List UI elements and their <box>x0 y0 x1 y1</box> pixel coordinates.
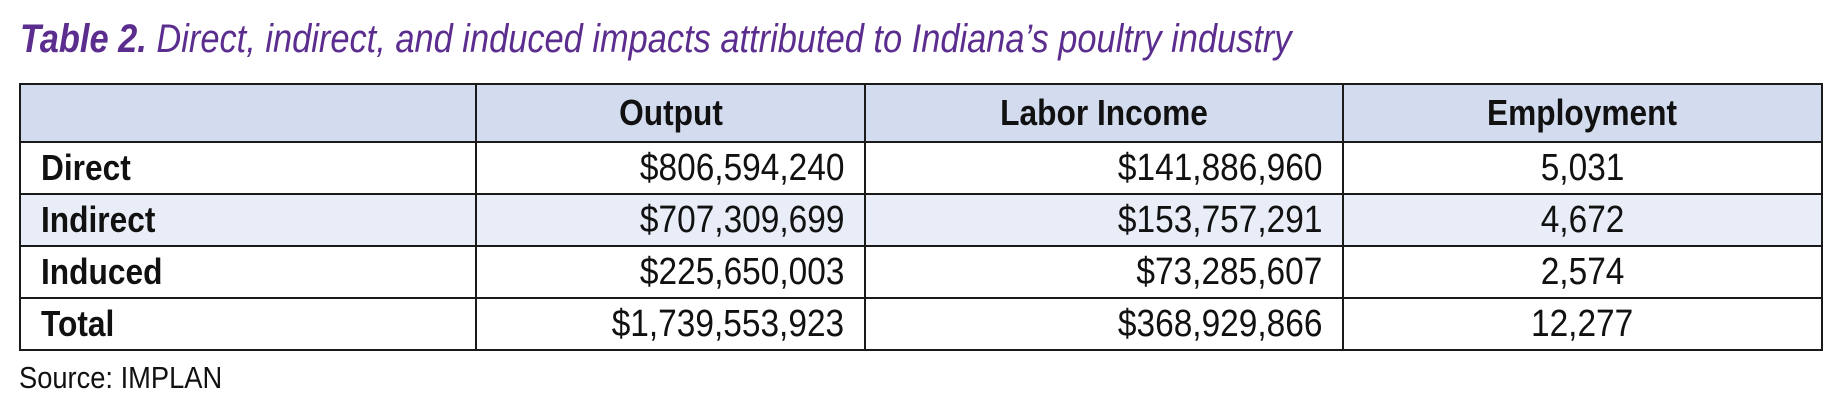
labor-income-cell: $368,929,866 <box>864 297 1344 351</box>
output-cell: $225,650,003 <box>475 245 866 299</box>
table-header-row: Output Labor Income Employment <box>19 83 1823 143</box>
output-cell: $1,739,553,923 <box>475 297 866 351</box>
row-label: Total <box>19 297 477 351</box>
table-row: Induced $225,650,003 $73,285,607 2,574 <box>19 245 1823 299</box>
header-cell-employment: Employment <box>1342 83 1823 143</box>
employment-cell: 2,574 <box>1342 245 1823 299</box>
employment-cell: 5,031 <box>1342 141 1823 195</box>
header-cell-blank <box>19 83 477 143</box>
table-row: Direct $806,594,240 $141,886,960 5,031 <box>19 141 1823 195</box>
table-title: Direct, indirect, and induced impacts at… <box>156 17 1292 61</box>
table-caption: Table 2. Direct, indirect, and induced i… <box>20 8 1568 70</box>
labor-income-cell: $153,757,291 <box>864 193 1344 247</box>
table-number: Table 2. <box>20 17 147 61</box>
output-cell: $707,309,699 <box>475 193 866 247</box>
table-row: Total $1,739,553,923 $368,929,866 12,277 <box>19 297 1823 351</box>
employment-cell: 12,277 <box>1342 297 1823 351</box>
header-cell-labor-income: Labor Income <box>864 83 1344 143</box>
employment-cell: 4,672 <box>1342 193 1823 247</box>
row-label: Indirect <box>19 193 477 247</box>
row-label: Direct <box>19 141 477 195</box>
output-cell: $806,594,240 <box>475 141 866 195</box>
row-label: Induced <box>19 245 477 299</box>
table-row: Indirect $707,309,699 $153,757,291 4,672 <box>19 193 1823 247</box>
source-note: Source: IMPLAN <box>19 360 223 395</box>
labor-income-cell: $73,285,607 <box>864 245 1344 299</box>
header-cell-output: Output <box>475 83 866 143</box>
labor-income-cell: $141,886,960 <box>864 141 1344 195</box>
impacts-table: Output Labor Income Employment Direct $8… <box>19 83 1823 351</box>
